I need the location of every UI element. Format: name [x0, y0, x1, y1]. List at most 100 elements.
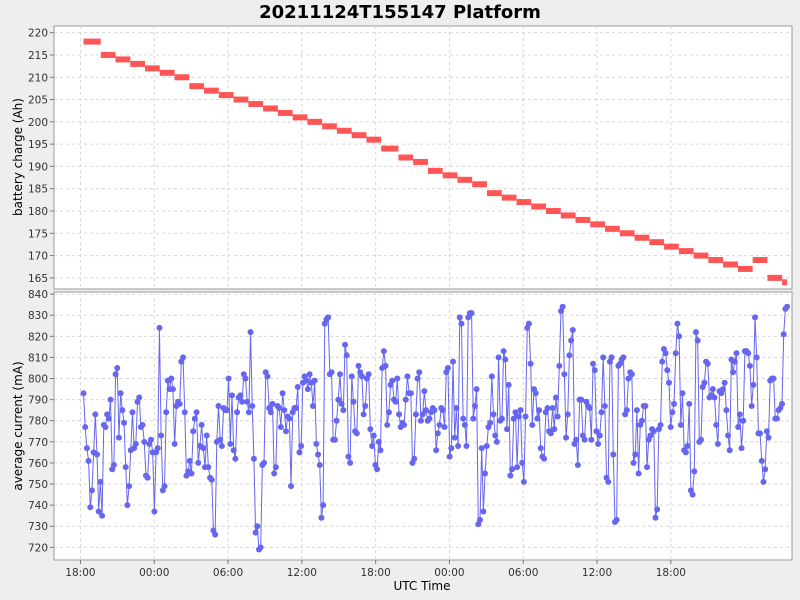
current-point	[515, 413, 522, 420]
charge-step	[649, 239, 665, 246]
charge-step	[263, 105, 278, 112]
current-point	[281, 407, 288, 414]
current-point	[713, 421, 720, 428]
current-point	[360, 411, 367, 418]
current-point	[431, 407, 438, 414]
current-point	[488, 373, 495, 380]
current-point	[564, 411, 571, 418]
current-point	[316, 462, 323, 469]
current-point	[250, 455, 257, 462]
battery-charge-y-tick-label: 210	[28, 72, 48, 84]
current-point	[267, 409, 274, 416]
charge-step	[723, 261, 738, 268]
current-point	[107, 396, 114, 403]
current-point	[770, 375, 777, 382]
current-point	[568, 337, 575, 344]
current-point	[257, 544, 264, 551]
current-point	[245, 409, 252, 416]
charge-step	[546, 207, 561, 214]
current-point	[203, 432, 210, 439]
current-point	[139, 421, 146, 428]
current-point	[468, 310, 475, 317]
current-point	[509, 466, 516, 473]
current-point	[610, 451, 617, 458]
charge-step	[145, 65, 160, 72]
charge-step	[204, 87, 219, 94]
current-point	[348, 373, 355, 380]
current-point	[217, 436, 224, 443]
current-point	[527, 360, 534, 367]
current-point	[544, 405, 551, 412]
current-point	[758, 457, 765, 464]
current-point	[532, 390, 539, 397]
current-point	[492, 432, 499, 439]
current-point	[176, 400, 183, 407]
current-point	[448, 445, 455, 452]
current-point	[333, 417, 340, 424]
current-point	[436, 421, 443, 428]
current-point	[347, 459, 354, 466]
current-point	[353, 430, 360, 437]
current-point	[698, 436, 705, 443]
charge-step	[664, 243, 679, 250]
current-point	[505, 381, 512, 388]
current-point	[588, 436, 595, 443]
battery-charge-y-tick-label: 180	[28, 206, 48, 218]
current-point	[632, 451, 639, 458]
battery-charge-y-tick-label: 205	[28, 95, 48, 107]
current-point	[114, 364, 121, 371]
current-point	[701, 379, 708, 386]
battery-charge-y-tick-label: 215	[28, 50, 48, 62]
current-point	[293, 405, 300, 412]
charge-step	[307, 118, 323, 125]
charge-step	[634, 234, 650, 241]
current-point	[704, 360, 711, 367]
current-point	[417, 417, 424, 424]
current-point	[384, 421, 391, 428]
current-point	[773, 415, 780, 422]
current-point	[298, 443, 305, 450]
current-point	[306, 371, 313, 378]
current-point	[694, 337, 701, 344]
current-point	[504, 426, 511, 433]
current-point	[401, 421, 408, 428]
current-point	[421, 388, 428, 395]
current-point	[735, 424, 742, 431]
current-point	[151, 508, 158, 515]
current-point	[311, 377, 318, 384]
current-point	[205, 464, 212, 471]
charge-step	[189, 83, 205, 90]
current-point	[753, 354, 760, 361]
current-point	[83, 445, 90, 452]
current-point	[328, 369, 335, 376]
current-point	[746, 362, 753, 369]
current-point	[112, 371, 119, 378]
current-point	[124, 502, 131, 509]
current-point	[269, 400, 276, 407]
current-point	[412, 411, 419, 418]
current-point	[549, 405, 556, 412]
x-tick-label: 00:00	[139, 567, 169, 579]
current-point	[667, 424, 674, 431]
current-point	[402, 396, 409, 403]
charge-step	[292, 114, 308, 121]
current-point	[561, 371, 568, 378]
current-point	[682, 449, 689, 456]
current-point	[367, 426, 374, 433]
current-point	[514, 464, 521, 471]
current-point	[227, 440, 234, 447]
current-point	[264, 373, 271, 380]
current-point	[657, 421, 664, 428]
current-point	[419, 411, 426, 418]
current-point	[294, 383, 301, 390]
current-point	[126, 483, 133, 490]
current-point	[444, 364, 451, 371]
current-point	[686, 400, 693, 407]
charge-step	[590, 221, 606, 228]
charge-step	[693, 252, 709, 259]
current-point	[129, 409, 136, 416]
current-point	[365, 371, 372, 378]
average-current-y-tick-label: 820	[28, 331, 48, 343]
current-point	[628, 371, 635, 378]
battery-charge-y-tick-label: 185	[28, 184, 48, 196]
